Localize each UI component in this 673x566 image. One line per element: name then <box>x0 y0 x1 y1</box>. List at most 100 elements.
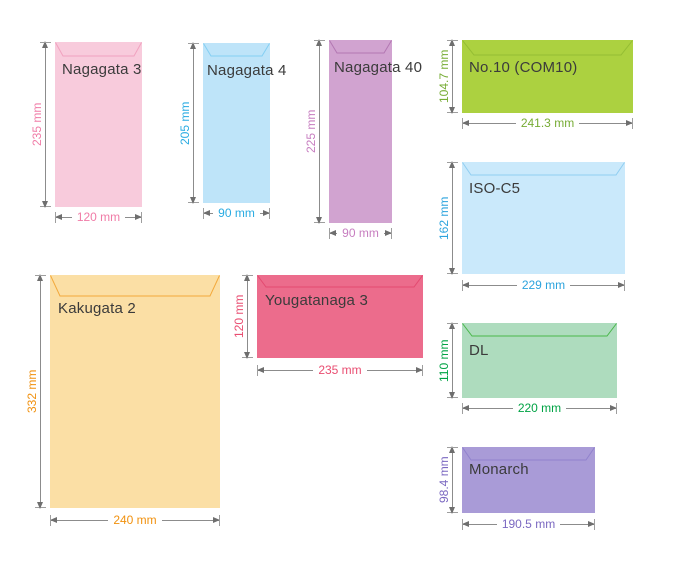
dimension-line <box>50 517 109 523</box>
width-dimension: 229 mm <box>462 278 626 292</box>
envelope-name-label: Nagagata 4 <box>207 62 287 79</box>
envelope-name-label: Nagagata 40 <box>334 59 423 76</box>
dimension-tick <box>447 112 458 113</box>
height-value: 110 mm <box>437 339 451 382</box>
height-dimension: 235 mm <box>30 41 51 208</box>
width-value: 235 mm <box>318 363 362 377</box>
dimension-tick <box>447 512 458 513</box>
envelope-name-label: Nagagata 3 <box>62 61 142 78</box>
width-dimension: 90 mm <box>329 226 393 240</box>
dimension-tick <box>40 42 51 43</box>
dimension-tick <box>422 365 423 376</box>
dimension-tick <box>50 515 51 526</box>
dimension-line <box>383 230 393 236</box>
dimension-tick <box>188 202 199 203</box>
dimension-tick <box>447 162 458 163</box>
envelope-flap-icon <box>462 447 595 461</box>
dimension-line <box>329 230 338 236</box>
envelope-flap-icon <box>257 275 423 288</box>
width-dimension: 235 mm <box>257 363 424 377</box>
envelope-flap-icon <box>462 162 625 176</box>
dimension-tick <box>35 507 46 508</box>
dimension-line <box>203 210 214 216</box>
envelope-shape: Yougatanaga 3 <box>257 275 423 358</box>
dimension-line <box>579 120 634 126</box>
dimension-line <box>35 274 46 509</box>
width-value: 229 mm <box>521 278 566 292</box>
envelope-flap-icon <box>462 40 633 56</box>
dimension-tick <box>35 275 46 276</box>
dimension-tick <box>632 118 633 129</box>
envelope-name-label: ISO-C5 <box>469 180 521 197</box>
dimension-tick <box>257 365 258 376</box>
dimension-line <box>257 367 314 373</box>
dimension-tick <box>616 403 617 414</box>
dimension-tick <box>203 208 204 219</box>
dimension-line <box>55 214 72 220</box>
envelope-shape: Nagagata 40 <box>329 40 422 223</box>
dimension-line <box>462 120 516 126</box>
envelope-flap-icon <box>55 42 142 57</box>
width-dimension: 190.5 mm <box>462 517 596 531</box>
envelope-name-label: Monarch <box>469 461 529 478</box>
envelope-name-label: DL <box>469 342 489 359</box>
dimension-tick <box>594 519 595 530</box>
width-value: 241.3 mm <box>520 116 575 130</box>
height-dimension: 120 mm <box>232 274 253 359</box>
dimension-tick <box>462 519 463 530</box>
height-value: 332 mm <box>25 369 39 414</box>
height-value: 225 mm <box>304 109 318 154</box>
height-dimension: 225 mm <box>304 39 325 224</box>
envelope-name-label: No.10 (COM10) <box>469 59 578 76</box>
width-value: 90 mm <box>342 226 379 240</box>
width-dimension: 240 mm <box>50 514 221 527</box>
dimension-line <box>242 274 253 359</box>
dimension-tick <box>391 228 392 239</box>
dimension-tick <box>40 206 51 207</box>
height-dimension: 98.4 mm <box>437 446 458 514</box>
height-value: 98.4 mm <box>437 456 451 504</box>
envelope-shape: Kakugata 2 <box>50 275 220 508</box>
dimension-tick <box>242 357 253 358</box>
dimension-tick <box>242 275 253 276</box>
height-value: 162 mm <box>437 196 451 240</box>
height-dimension: 205 mm <box>178 42 199 204</box>
width-value: 190.5 mm <box>501 517 556 531</box>
envelope-flap-icon <box>50 275 220 297</box>
width-dimension: 220 mm <box>462 401 618 415</box>
envelope-shape: ISO-C5 <box>462 162 625 274</box>
dimension-tick <box>447 447 458 448</box>
height-dimension: 104.7 mm <box>437 39 458 114</box>
width-dimension: 120 mm <box>55 211 143 224</box>
envelope-shape: No.10 (COM10) <box>462 40 633 113</box>
envelope-shape: Monarch <box>462 447 595 513</box>
dimension-line <box>560 521 596 527</box>
height-dimension: 110 mm <box>437 322 458 399</box>
dimension-tick <box>314 222 325 223</box>
dimension-line <box>447 39 458 114</box>
dimension-line <box>161 517 221 523</box>
dimension-line <box>447 446 458 514</box>
dimension-line <box>447 322 458 399</box>
dimension-tick <box>462 403 463 414</box>
dimension-tick <box>188 43 199 44</box>
dimension-line <box>40 41 51 208</box>
dimension-tick <box>55 212 56 223</box>
height-value: 104.7 mm <box>437 49 451 104</box>
envelope-flap-icon <box>462 323 617 337</box>
envelope-shape: Nagagata 3 <box>55 42 142 207</box>
width-dimension: 241.3 mm <box>462 116 634 130</box>
width-value: 220 mm <box>517 401 562 415</box>
envelope-name-label: Kakugata 2 <box>58 300 136 317</box>
dimension-tick <box>447 323 458 324</box>
envelope-shape: DL <box>462 323 617 398</box>
height-dimension: 332 mm <box>25 274 46 509</box>
dimension-tick <box>314 40 325 41</box>
dimension-line <box>188 42 199 204</box>
dimension-line <box>462 521 497 527</box>
dimension-line <box>259 210 271 216</box>
width-value: 90 mm <box>218 206 255 220</box>
dimension-tick <box>624 280 625 291</box>
dimension-line <box>462 405 513 411</box>
